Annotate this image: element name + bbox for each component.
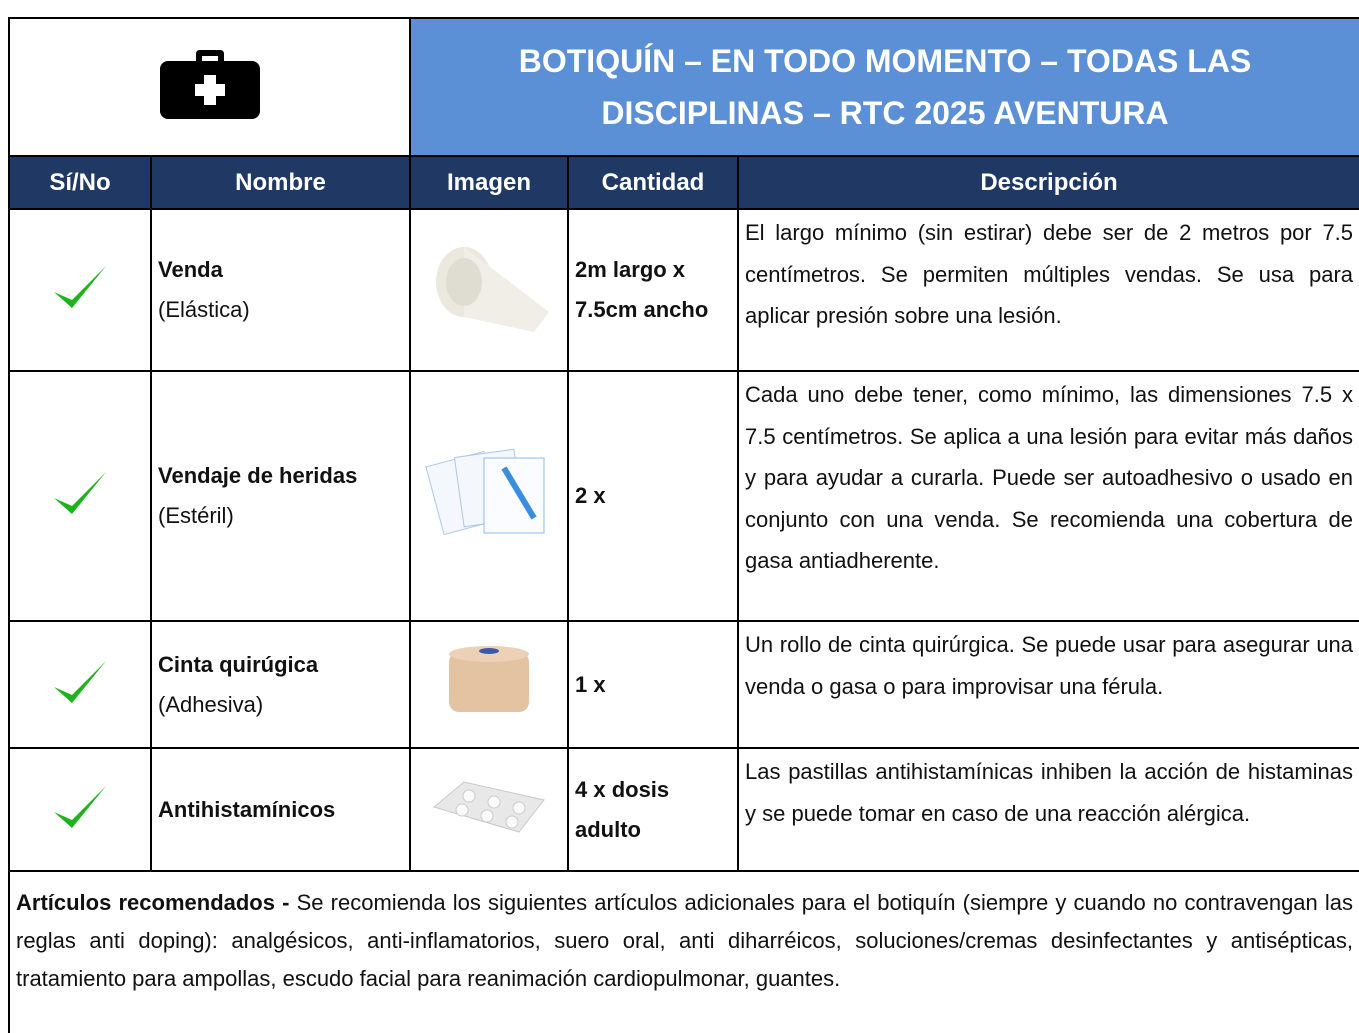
description: Cada uno debe tener, como mínimo, las di… xyxy=(736,370,1359,622)
kit-icon xyxy=(159,50,260,119)
check xyxy=(54,660,106,703)
footer-label: Artículos recomendados - xyxy=(16,890,290,915)
item-name: Vendaje de heridas xyxy=(158,463,358,488)
item-subtitle: (Elástica) xyxy=(158,297,250,322)
item-image xyxy=(425,448,545,536)
quantity: 2 x xyxy=(567,370,739,622)
check xyxy=(54,266,106,308)
quantity: 1 x xyxy=(567,620,739,749)
column-header-row: Sí/No Nombre Imagen Cantidad Descripción xyxy=(8,155,1359,210)
item-subtitle: (Estéril) xyxy=(158,503,234,528)
item-subtitle: (Adhesiva) xyxy=(158,691,264,717)
footer: Artículos recomendados - Se recomienda l… xyxy=(7,870,1359,1033)
row: Cinta quirúgica (Adhesiva) 1 x Un rollo d… xyxy=(8,620,1359,749)
item-image xyxy=(432,780,545,833)
column-header: Cantidad xyxy=(567,155,739,210)
title: BOTIQUÍN – EN TODO MOMENTO – TODAS LAS D… xyxy=(408,17,1359,157)
item-image xyxy=(449,645,529,712)
column-header: Imagen xyxy=(409,155,569,210)
column-header: Descripción xyxy=(736,155,1359,210)
description: El largo mínimo (sin estirar) debe ser d… xyxy=(736,208,1359,372)
item-name: Venda xyxy=(158,257,223,282)
item-name: Antihistamínicos xyxy=(158,796,336,822)
column-header: Sí/No xyxy=(8,155,152,210)
row: Antihistamínicos 4 x dosis adulto Las pa… xyxy=(8,747,1359,872)
description: Un rollo de cinta quirúrgica. Se puede u… xyxy=(736,620,1359,749)
row: Venda (Elástica) 2m largo x 7.5cm ancho E… xyxy=(8,208,1359,372)
quantity: 4 x dosis adulto xyxy=(567,747,739,872)
icon-cell xyxy=(8,17,411,157)
row: Vendaje de heridas (Estéril) 2 x Cada uno… xyxy=(8,370,1359,622)
item-name: Cinta quirúgica xyxy=(158,651,319,677)
header-row: BOTIQUÍN – EN TODO MOMENTO – TODAS LAS D… xyxy=(8,17,1359,157)
footer-text: Se recomienda los siguientes artículos a… xyxy=(16,890,1354,991)
check xyxy=(54,785,106,828)
check xyxy=(54,472,106,514)
footer-row: Artículos recomendados - Se recomienda l… xyxy=(7,870,1359,1033)
description: Las pastillas antihistamínicas inhiben l… xyxy=(736,747,1359,872)
quantity: 2m largo x 7.5cm ancho xyxy=(567,208,739,372)
item-image xyxy=(436,247,549,332)
column-header: Nombre xyxy=(150,155,411,210)
kit-table: BOTIQUÍN – EN TODO MOMENTO – TODAS LAS D… xyxy=(7,17,1359,1033)
